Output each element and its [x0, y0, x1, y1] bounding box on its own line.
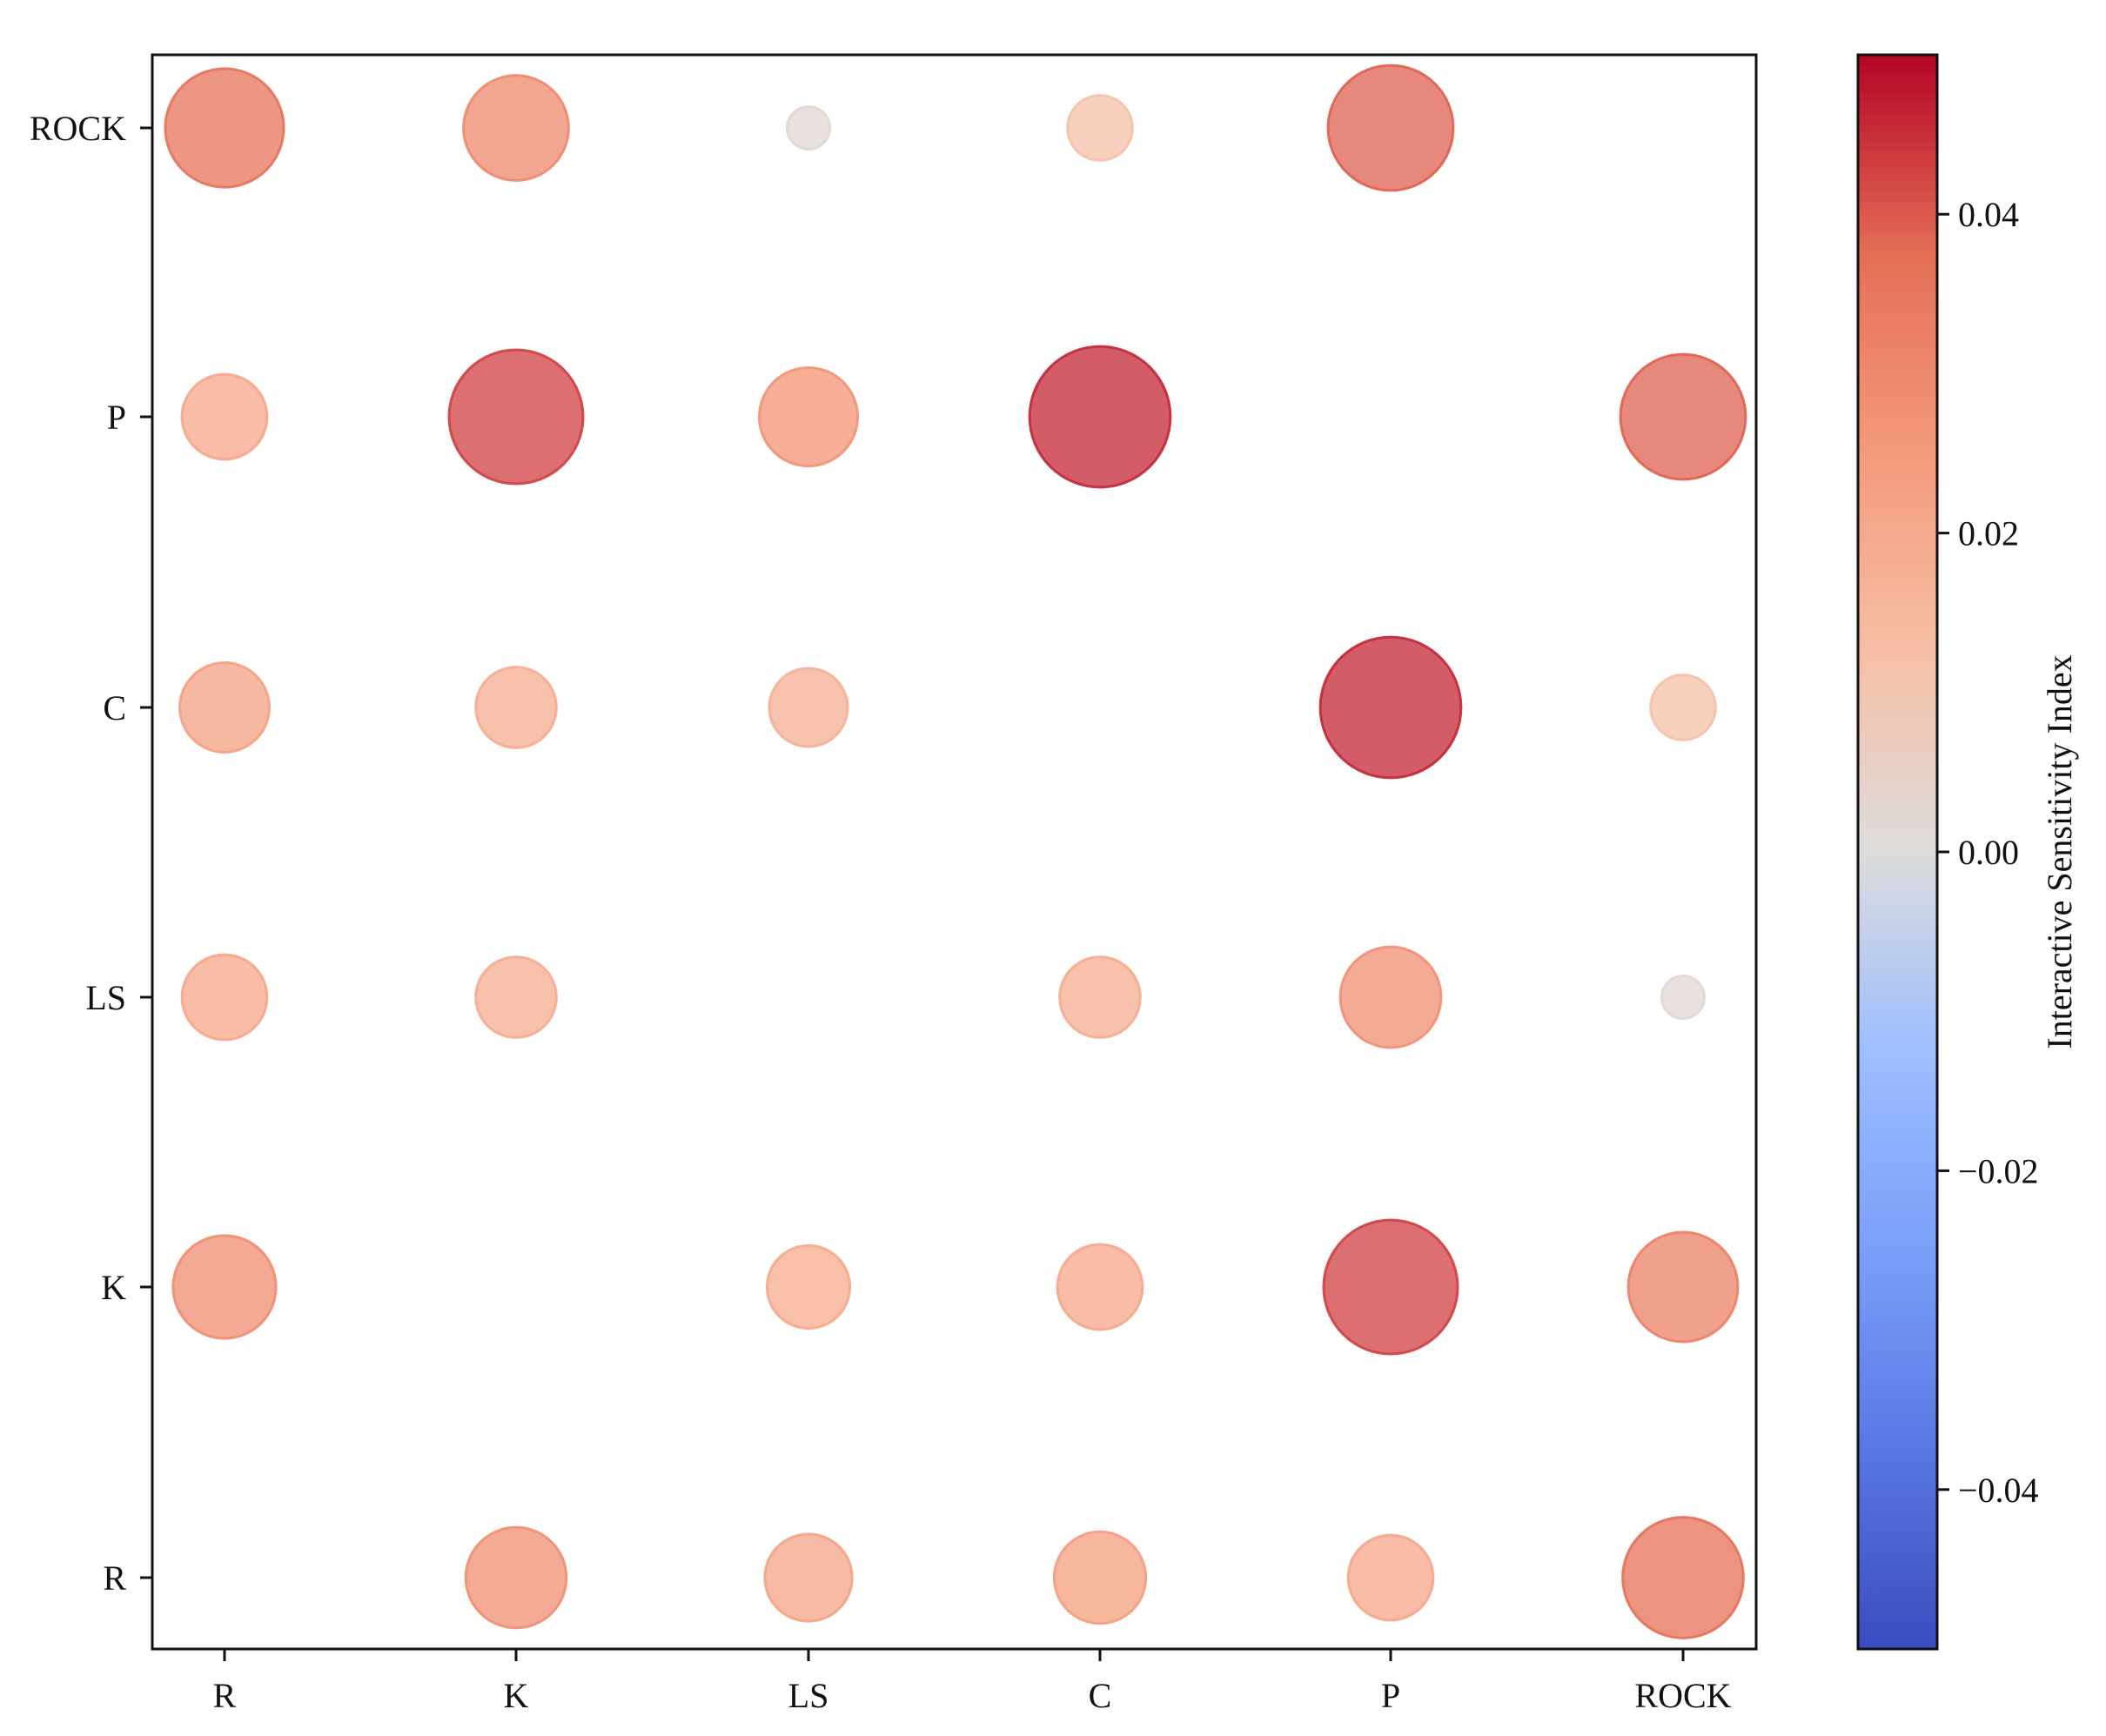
colorbar-tick-label: 0.00 [1958, 833, 2019, 872]
bubble-c-ls [768, 667, 849, 748]
bubble-rock-c [1066, 94, 1134, 162]
bubble-p-rock [1619, 352, 1747, 481]
y-tick-label-r: R [103, 1558, 126, 1598]
bubble-k-ls [765, 1243, 852, 1330]
y-tick-label-c: C [103, 688, 126, 727]
bubble-p-ls [757, 365, 860, 468]
y-tick-label-k: K [101, 1268, 126, 1307]
colorbar [1856, 53, 1939, 1651]
bubble-k-rock [1626, 1230, 1740, 1344]
y-axis: R K LS C P ROCK [30, 109, 152, 1598]
x-axis: R K LS C P ROCK [213, 1649, 1732, 1715]
y-tick-label-p: P [107, 398, 126, 437]
bubble-rock-ls [785, 104, 832, 151]
bubble-c-r [178, 661, 271, 754]
x-tick-label-c: C [1089, 1676, 1112, 1715]
bubble-k-c [1056, 1243, 1144, 1331]
bubble-r-k [464, 1525, 568, 1630]
x-tick-label-k: K [504, 1676, 529, 1715]
bubble-rock-r [164, 67, 285, 189]
colorbar-tick-label: 0.04 [1958, 195, 2019, 234]
x-tick-label-rock: ROCK [1634, 1676, 1731, 1715]
bubble-r-ls [763, 1532, 854, 1623]
y-tick-label-ls: LS [85, 978, 126, 1017]
bubble-r-c [1052, 1530, 1148, 1625]
bubble-k-p [1322, 1218, 1459, 1356]
plot-area-frame [151, 53, 1758, 1651]
bubble-r-p [1346, 1533, 1435, 1622]
bubble-rock-p [1326, 64, 1455, 192]
bubble-layer [164, 64, 1747, 1639]
x-tick-label-r: R [213, 1676, 237, 1715]
bubble-c-p [1318, 635, 1463, 780]
bubble-c-rock [1649, 674, 1717, 741]
colorbar-tick-label: −0.02 [1958, 1151, 2039, 1190]
bubble-ls-k [474, 955, 558, 1039]
bubble-c-k [474, 666, 558, 749]
bubble-p-r [180, 372, 269, 461]
bubble-ls-c [1058, 955, 1142, 1039]
bubble-p-c [1028, 345, 1172, 489]
x-tick-label-ls: LS [788, 1676, 829, 1715]
bubble-p-k [447, 348, 585, 486]
colorbar-tick-label: −0.04 [1958, 1471, 2039, 1510]
bubble-r-rock [1621, 1516, 1745, 1639]
bubble-ls-r [180, 953, 269, 1042]
bubble-k-r [171, 1234, 278, 1340]
colorbar-axis: 0.04 0.02 0.00 −0.02 −0.04 [1937, 195, 2039, 1510]
bubble-ls-p [1338, 945, 1443, 1049]
colorbar-label: Interactive Sensitivity Index [2040, 654, 2079, 1049]
colorbar-tick-label: 0.02 [1958, 514, 2019, 553]
x-tick-label-p: P [1381, 1676, 1400, 1715]
bubble-ls-rock [1660, 974, 1707, 1021]
bubble-rock-k [462, 74, 570, 182]
y-tick-label-rock: ROCK [30, 109, 126, 148]
